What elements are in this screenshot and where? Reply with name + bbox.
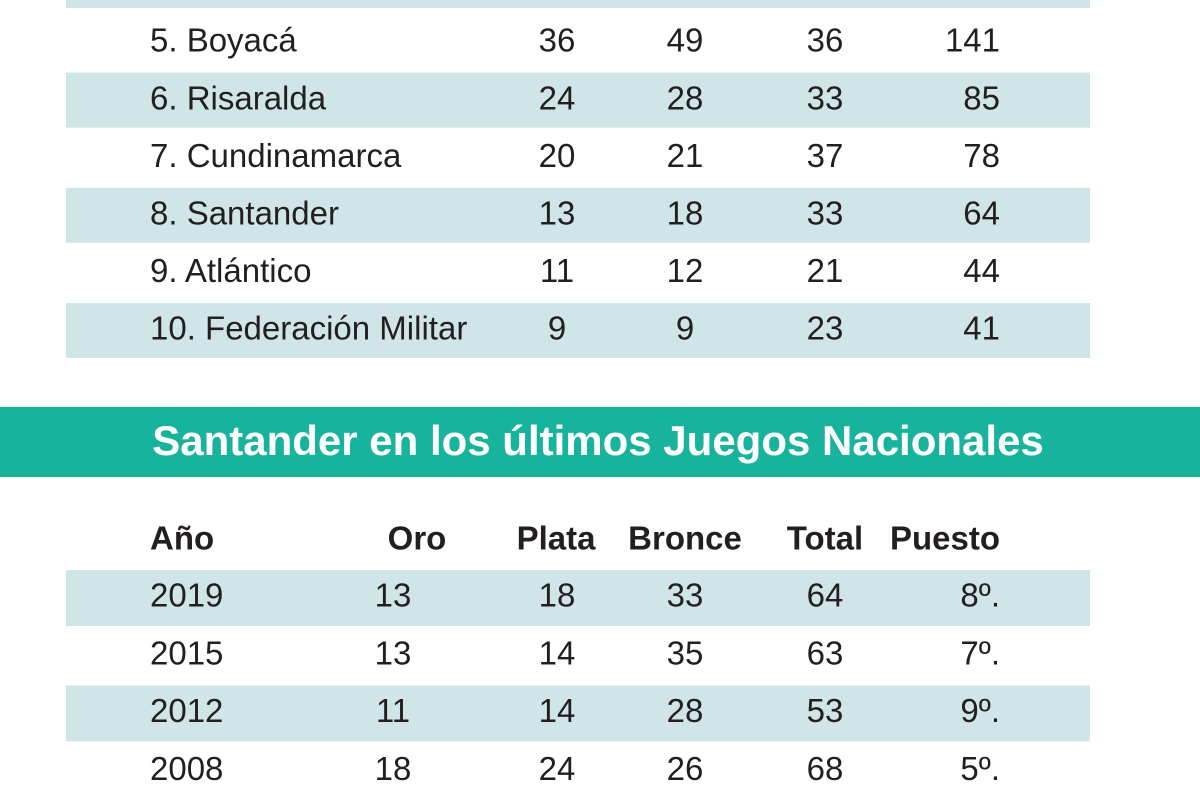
medal-count: 64 — [963, 195, 1000, 232]
team-name: 6. Risaralda — [150, 79, 327, 116]
banner-title: Santander en los últimos Juegos Nacional… — [152, 417, 1044, 464]
history-cell: 7º. — [960, 634, 1000, 671]
history-cell: 24 — [539, 750, 576, 787]
medal-count: 20 — [539, 137, 576, 174]
row-band — [66, 187, 1090, 243]
medal-count: 9 — [676, 310, 694, 347]
medal-count: 13 — [539, 195, 576, 232]
history-cell: 5º. — [960, 750, 1000, 787]
history-cell: 63 — [807, 634, 844, 671]
history-cell: 28 — [667, 692, 704, 729]
history-cell: 35 — [667, 634, 704, 671]
history-cell: 18 — [375, 750, 412, 787]
column-header: Oro — [388, 520, 447, 557]
team-name: 5. Boyacá — [150, 22, 297, 59]
column-header: Puesto — [890, 520, 1000, 557]
medal-count: 11 — [540, 252, 574, 289]
medal-count: 9 — [548, 310, 566, 347]
history-cell: 18 — [539, 577, 576, 614]
medal-count: 49 — [667, 22, 704, 59]
history-cell: 11 — [376, 692, 410, 729]
history-cell: 9º. — [960, 692, 1000, 729]
banner — [0, 407, 1200, 477]
history-cell: 33 — [667, 577, 704, 614]
column-header: Bronce — [628, 520, 742, 557]
history-cell: 14 — [539, 692, 576, 729]
year: 2012 — [150, 692, 223, 729]
team-name: 9. Atlántico — [150, 252, 311, 289]
medal-count: 33 — [807, 195, 844, 232]
medal-count: 21 — [667, 137, 704, 174]
row-band — [66, 72, 1090, 128]
history-cell: 64 — [807, 577, 844, 614]
row-band — [66, 303, 1090, 358]
medal-count: 12 — [667, 252, 704, 289]
history-cell: 53 — [807, 692, 844, 729]
history-cell: 13 — [375, 577, 412, 614]
medal-count: 36 — [539, 22, 576, 59]
row-band — [66, 0, 1090, 8]
year: 2008 — [150, 750, 223, 787]
row-band — [66, 685, 1090, 742]
column-header: Plata — [517, 520, 597, 557]
medal-count: 41 — [963, 310, 1000, 347]
medal-count: 37 — [807, 137, 844, 174]
history-cell: 14 — [539, 634, 576, 671]
year: 2019 — [150, 577, 223, 614]
medal-count: 18 — [667, 195, 704, 232]
medal-count: 21 — [807, 252, 844, 289]
column-header: Total — [787, 520, 863, 557]
medal-count: 28 — [667, 79, 704, 116]
team-name: 7. Cundinamarca — [150, 137, 402, 174]
medal-count: 36 — [807, 22, 844, 59]
medal-count: 33 — [807, 79, 844, 116]
medal-count: 44 — [963, 252, 1000, 289]
row-band — [66, 570, 1090, 626]
medal-count: 141 — [945, 22, 1000, 59]
medal-count: 78 — [963, 137, 1000, 174]
history-cell: 26 — [667, 750, 704, 787]
year: 2015 — [150, 634, 223, 671]
history-cell: 68 — [807, 750, 844, 787]
column-header: Año — [150, 520, 214, 557]
medal-count: 23 — [807, 310, 844, 347]
team-name: 8. Santander — [150, 195, 339, 232]
medal-count: 24 — [539, 79, 576, 116]
team-name: 10. Federación Militar — [150, 310, 467, 347]
medal-count: 85 — [963, 79, 1000, 116]
history-cell: 13 — [375, 634, 412, 671]
history-cell: 8º. — [960, 577, 1000, 614]
